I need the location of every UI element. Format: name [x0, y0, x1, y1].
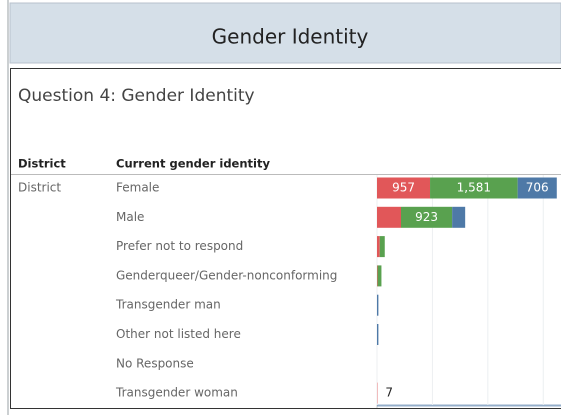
bar-segment — [377, 294, 379, 316]
bar-segment — [377, 177, 431, 199]
column-header: Current gender identity — [116, 157, 270, 171]
value-label: 706 — [526, 181, 549, 195]
row-label: Other not listed here — [116, 327, 241, 341]
value-label: 1,581 — [457, 181, 491, 195]
value-label: 7 — [385, 386, 393, 400]
bar-segment — [377, 265, 382, 287]
row-label: Transgender man — [115, 298, 221, 312]
value-label: 923 — [415, 210, 438, 224]
bar-segment — [400, 206, 453, 228]
group-label: District — [18, 181, 61, 195]
row-label: Prefer not to respond — [116, 239, 243, 253]
bar-segment — [377, 206, 401, 228]
row-label: Transgender woman — [115, 386, 238, 400]
bar-segment — [452, 206, 466, 228]
bar-segment — [517, 177, 557, 199]
header-band — [9, 2, 561, 64]
chart-title: Question 4: Gender Identity — [18, 86, 255, 106]
bar-segment — [377, 265, 378, 287]
column-header: District — [18, 157, 66, 171]
bar-segment — [377, 236, 380, 258]
row-label: Male — [116, 210, 144, 224]
header-title: Gender Identity — [212, 25, 369, 49]
panel — [10, 68, 561, 409]
bar-segment — [379, 236, 385, 258]
value-label: 957 — [392, 181, 415, 195]
row-label: No Response — [116, 356, 194, 370]
bar-segment — [377, 324, 379, 345]
bar-segment — [430, 177, 518, 199]
row-label: Genderqueer/Gender-nonconforming — [116, 268, 337, 282]
row-label: Female — [116, 181, 159, 195]
